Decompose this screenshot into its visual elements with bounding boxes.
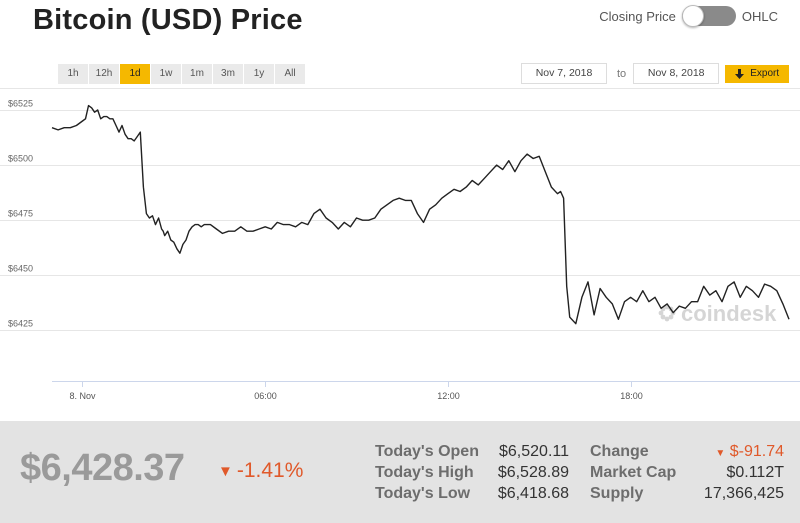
time-range-selector: 1h 12h 1d 1w 1m 3m 1y All — [58, 64, 305, 84]
x-tick-label: 8. Nov — [69, 391, 96, 401]
y-axis: $6525 $6500 $6475 $6450 $6425 — [8, 99, 33, 329]
date-to-label: to — [617, 67, 627, 80]
market-cap-label: Market Cap — [590, 464, 677, 481]
change-down-arrow-icon: ▼ — [715, 448, 726, 459]
supply-value: 17,366,425 — [703, 485, 784, 502]
y-tick-label: $6425 — [8, 319, 33, 329]
todays-high-label: Today's High — [375, 464, 474, 481]
export-button[interactable]: Export — [725, 64, 790, 83]
range-button-all[interactable]: All — [275, 64, 305, 84]
price-chart: $6525 $6500 $6475 $6450 $6425 8. Nov 06:00 12:… — [0, 88, 800, 401]
chart-grid — [0, 88, 800, 382]
series-layer — [51, 104, 790, 325]
coindesk-watermark: coindesk — [658, 301, 777, 326]
change-amount: $-91.74 — [729, 443, 784, 460]
y-tick-label: $6500 — [8, 154, 33, 164]
todays-open-value: $6,520.11 — [499, 443, 569, 460]
range-button-1w[interactable]: 1w — [151, 64, 181, 84]
change-value: ▼ $-91.74 — [715, 443, 784, 461]
chart-mode-toggle[interactable] — [681, 5, 736, 27]
change-label: Change — [590, 443, 649, 460]
page-title: Bitcoin (USD) Price — [33, 4, 303, 36]
range-button-1m[interactable]: 1m — [182, 64, 212, 84]
range-button-12h[interactable]: 12h — [89, 64, 119, 84]
market-cap-value: $0.112T — [726, 464, 784, 481]
todays-low-value: $6,418.68 — [497, 485, 569, 502]
export-label: Export — [750, 68, 780, 79]
y-tick-label: $6525 — [8, 99, 33, 109]
y-tick-label: $6450 — [8, 264, 33, 274]
price-summary-panel: $6,428.37 ▼ -1.41% Today's Open $6,520.1… — [0, 421, 800, 523]
down-arrow-icon: ▼ — [218, 462, 233, 480]
date-from-field[interactable]: Nov 7, 2018 — [521, 63, 607, 84]
range-button-1d[interactable]: 1d — [120, 64, 150, 84]
range-button-1y[interactable]: 1y — [244, 64, 274, 84]
y-tick-label: $6475 — [8, 209, 33, 219]
ohlc-label: OHLC — [741, 8, 778, 24]
x-axis: 8. Nov 06:00 12:00 18:00 — [69, 381, 643, 401]
date-to-field[interactable]: Nov 8, 2018 — [633, 63, 720, 84]
x-tick-label: 06:00 — [254, 391, 277, 401]
todays-high-value: $6,528.89 — [497, 464, 569, 481]
closing-price-label: Closing Price — [599, 8, 676, 24]
change-percent-value: -1.41% — [236, 459, 304, 482]
price-series-line — [51, 104, 790, 325]
current-price: $6,428.37 — [20, 447, 185, 489]
supply-label: Supply — [590, 485, 644, 502]
range-button-1h[interactable]: 1h — [58, 64, 88, 84]
watermark-text: coindesk — [681, 301, 777, 326]
date-range-picker: Nov 7, 2018 to Nov 8, 2018 Export — [521, 63, 790, 84]
price-change-percent: ▼ -1.41% — [218, 459, 303, 483]
download-arrow-icon — [735, 68, 745, 79]
chart-mode-toggle-group: Closing Price OHLC — [593, 5, 784, 27]
range-button-3m[interactable]: 3m — [213, 64, 243, 84]
x-tick-label: 18:00 — [620, 391, 643, 401]
todays-open-label: Today's Open — [375, 443, 479, 460]
toggle-knob[interactable] — [681, 5, 704, 27]
x-tick-label: 12:00 — [437, 391, 460, 401]
todays-low-label: Today's Low — [375, 485, 471, 502]
